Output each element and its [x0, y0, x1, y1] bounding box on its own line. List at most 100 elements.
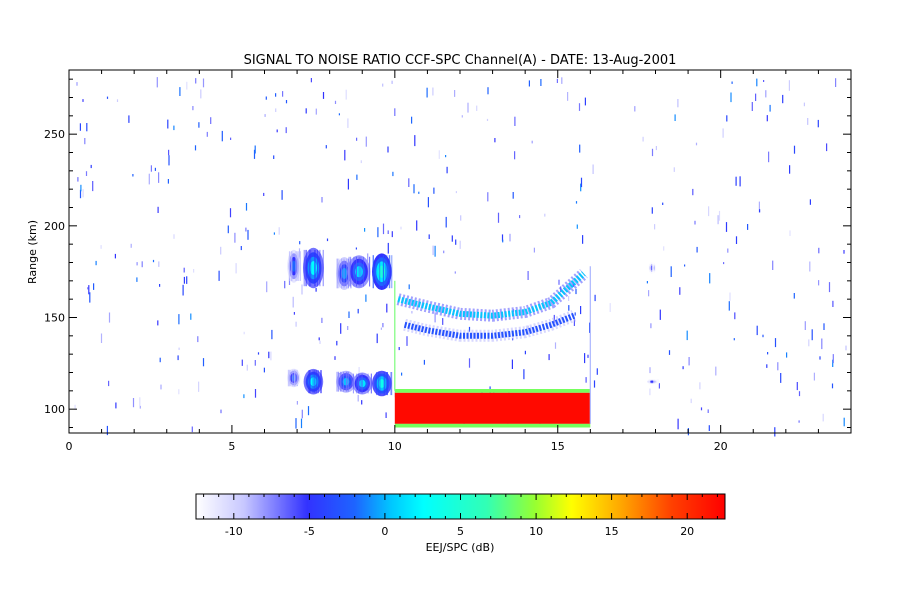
noise-speckle	[100, 245, 102, 249]
noise-speckle	[210, 117, 212, 124]
noise-speckle	[247, 229, 249, 240]
noise-speckle	[809, 199, 811, 205]
noise-speckle	[271, 329, 273, 340]
noise-speckle	[649, 388, 651, 396]
noise-speckle	[519, 215, 521, 219]
noise-speckle	[823, 323, 825, 330]
noise-speckle	[709, 273, 711, 284]
noise-speckle	[725, 222, 728, 232]
noise-speckle	[77, 177, 79, 182]
noise-speckle	[414, 135, 416, 147]
noise-speckle	[763, 80, 765, 82]
echo-streak	[391, 372, 393, 396]
x-tick-label: 15	[551, 440, 565, 453]
noise-speckle	[528, 80, 530, 87]
noise-speckle	[584, 97, 586, 106]
noise-speckle	[413, 184, 415, 194]
noise-speckle	[198, 381, 200, 392]
noise-speckle	[655, 146, 657, 151]
noise-speckle	[197, 336, 199, 343]
echo-streak	[649, 261, 651, 275]
noise-speckle	[782, 94, 784, 104]
echo-streak	[390, 372, 392, 396]
noise-speckle	[699, 382, 701, 390]
noise-speckle	[398, 347, 400, 351]
noise-speckle	[173, 125, 175, 131]
noise-speckle	[772, 260, 774, 270]
noise-speckle	[76, 82, 78, 86]
noise-speckle	[843, 250, 845, 254]
colorbar-axis: -10 -5 0 5 10 15 20	[203, 494, 718, 538]
noise-speckle	[296, 401, 298, 405]
noise-speckle	[609, 303, 611, 312]
x-tick-label: 0	[66, 440, 73, 453]
colorbar-label: EEJ/SPC (dB)	[426, 541, 495, 554]
noise-speckle	[694, 220, 696, 225]
colorbar-tick-label: -5	[304, 525, 315, 538]
echo-streak	[310, 249, 312, 287]
echo-streak	[367, 373, 369, 394]
noise-speckle	[193, 269, 195, 273]
noise-speckle	[512, 192, 514, 199]
data-layer	[287, 247, 659, 428]
noise-speckle	[446, 166, 448, 174]
echo-streak	[657, 379, 659, 385]
noise-speckle	[167, 119, 169, 129]
noise-speckle	[780, 373, 782, 383]
noise-speckle	[89, 292, 91, 303]
noise-speckle	[360, 160, 362, 164]
noise-speckle	[662, 202, 664, 205]
echo-streak	[291, 369, 293, 387]
noise-speckle	[132, 174, 134, 177]
noise-speckle	[273, 232, 275, 235]
noise-speckle	[789, 165, 791, 174]
noise-speckle	[254, 145, 256, 154]
noise-speckle	[423, 359, 425, 365]
noise-speckle	[454, 271, 456, 274]
echo-streak	[649, 379, 651, 385]
noise-speckle	[385, 412, 387, 418]
noise-speckle	[445, 155, 447, 158]
noise-speckle	[579, 144, 581, 153]
noise-speckle	[811, 329, 813, 341]
noise-speckle	[531, 140, 533, 144]
noise-speckle	[692, 188, 694, 196]
eej-block	[394, 423, 591, 428]
echo-streak	[312, 370, 314, 394]
noise-speckle	[592, 164, 594, 174]
noise-speckle	[717, 215, 719, 225]
noise-speckle	[340, 323, 342, 334]
noise-speckle	[307, 406, 310, 416]
echo-streak	[386, 372, 388, 396]
noise-speckle	[511, 359, 513, 369]
echo-streak	[360, 256, 362, 287]
eej-block	[394, 389, 591, 393]
echo-streak	[361, 373, 363, 394]
noise-speckle	[334, 100, 337, 104]
noise-speckle	[651, 148, 654, 157]
echo-streak	[348, 256, 350, 287]
noise-speckle	[822, 413, 824, 422]
echo-streak	[654, 379, 656, 385]
echo-streak	[298, 251, 299, 281]
noise-speckle	[747, 224, 749, 230]
noise-speckle	[334, 356, 336, 360]
noise-speckle	[486, 118, 489, 121]
noise-speckle	[355, 247, 357, 250]
noise-speckle	[178, 347, 180, 350]
noise-speckle	[646, 281, 648, 284]
echo-streak	[317, 370, 319, 394]
echo-streak	[350, 256, 352, 287]
noise-speckle	[762, 334, 764, 338]
noise-speckle	[487, 87, 489, 95]
noise-speckle	[116, 99, 119, 102]
noise-speckle	[245, 227, 247, 232]
noise-speckle	[139, 397, 141, 406]
noise-speckle	[432, 87, 434, 96]
noise-speckle	[152, 259, 155, 263]
noise-speckle	[828, 282, 831, 293]
noise-speckle	[594, 294, 596, 302]
noise-speckle	[690, 398, 692, 404]
echo-streak	[339, 371, 341, 392]
echo-streak	[343, 371, 344, 392]
